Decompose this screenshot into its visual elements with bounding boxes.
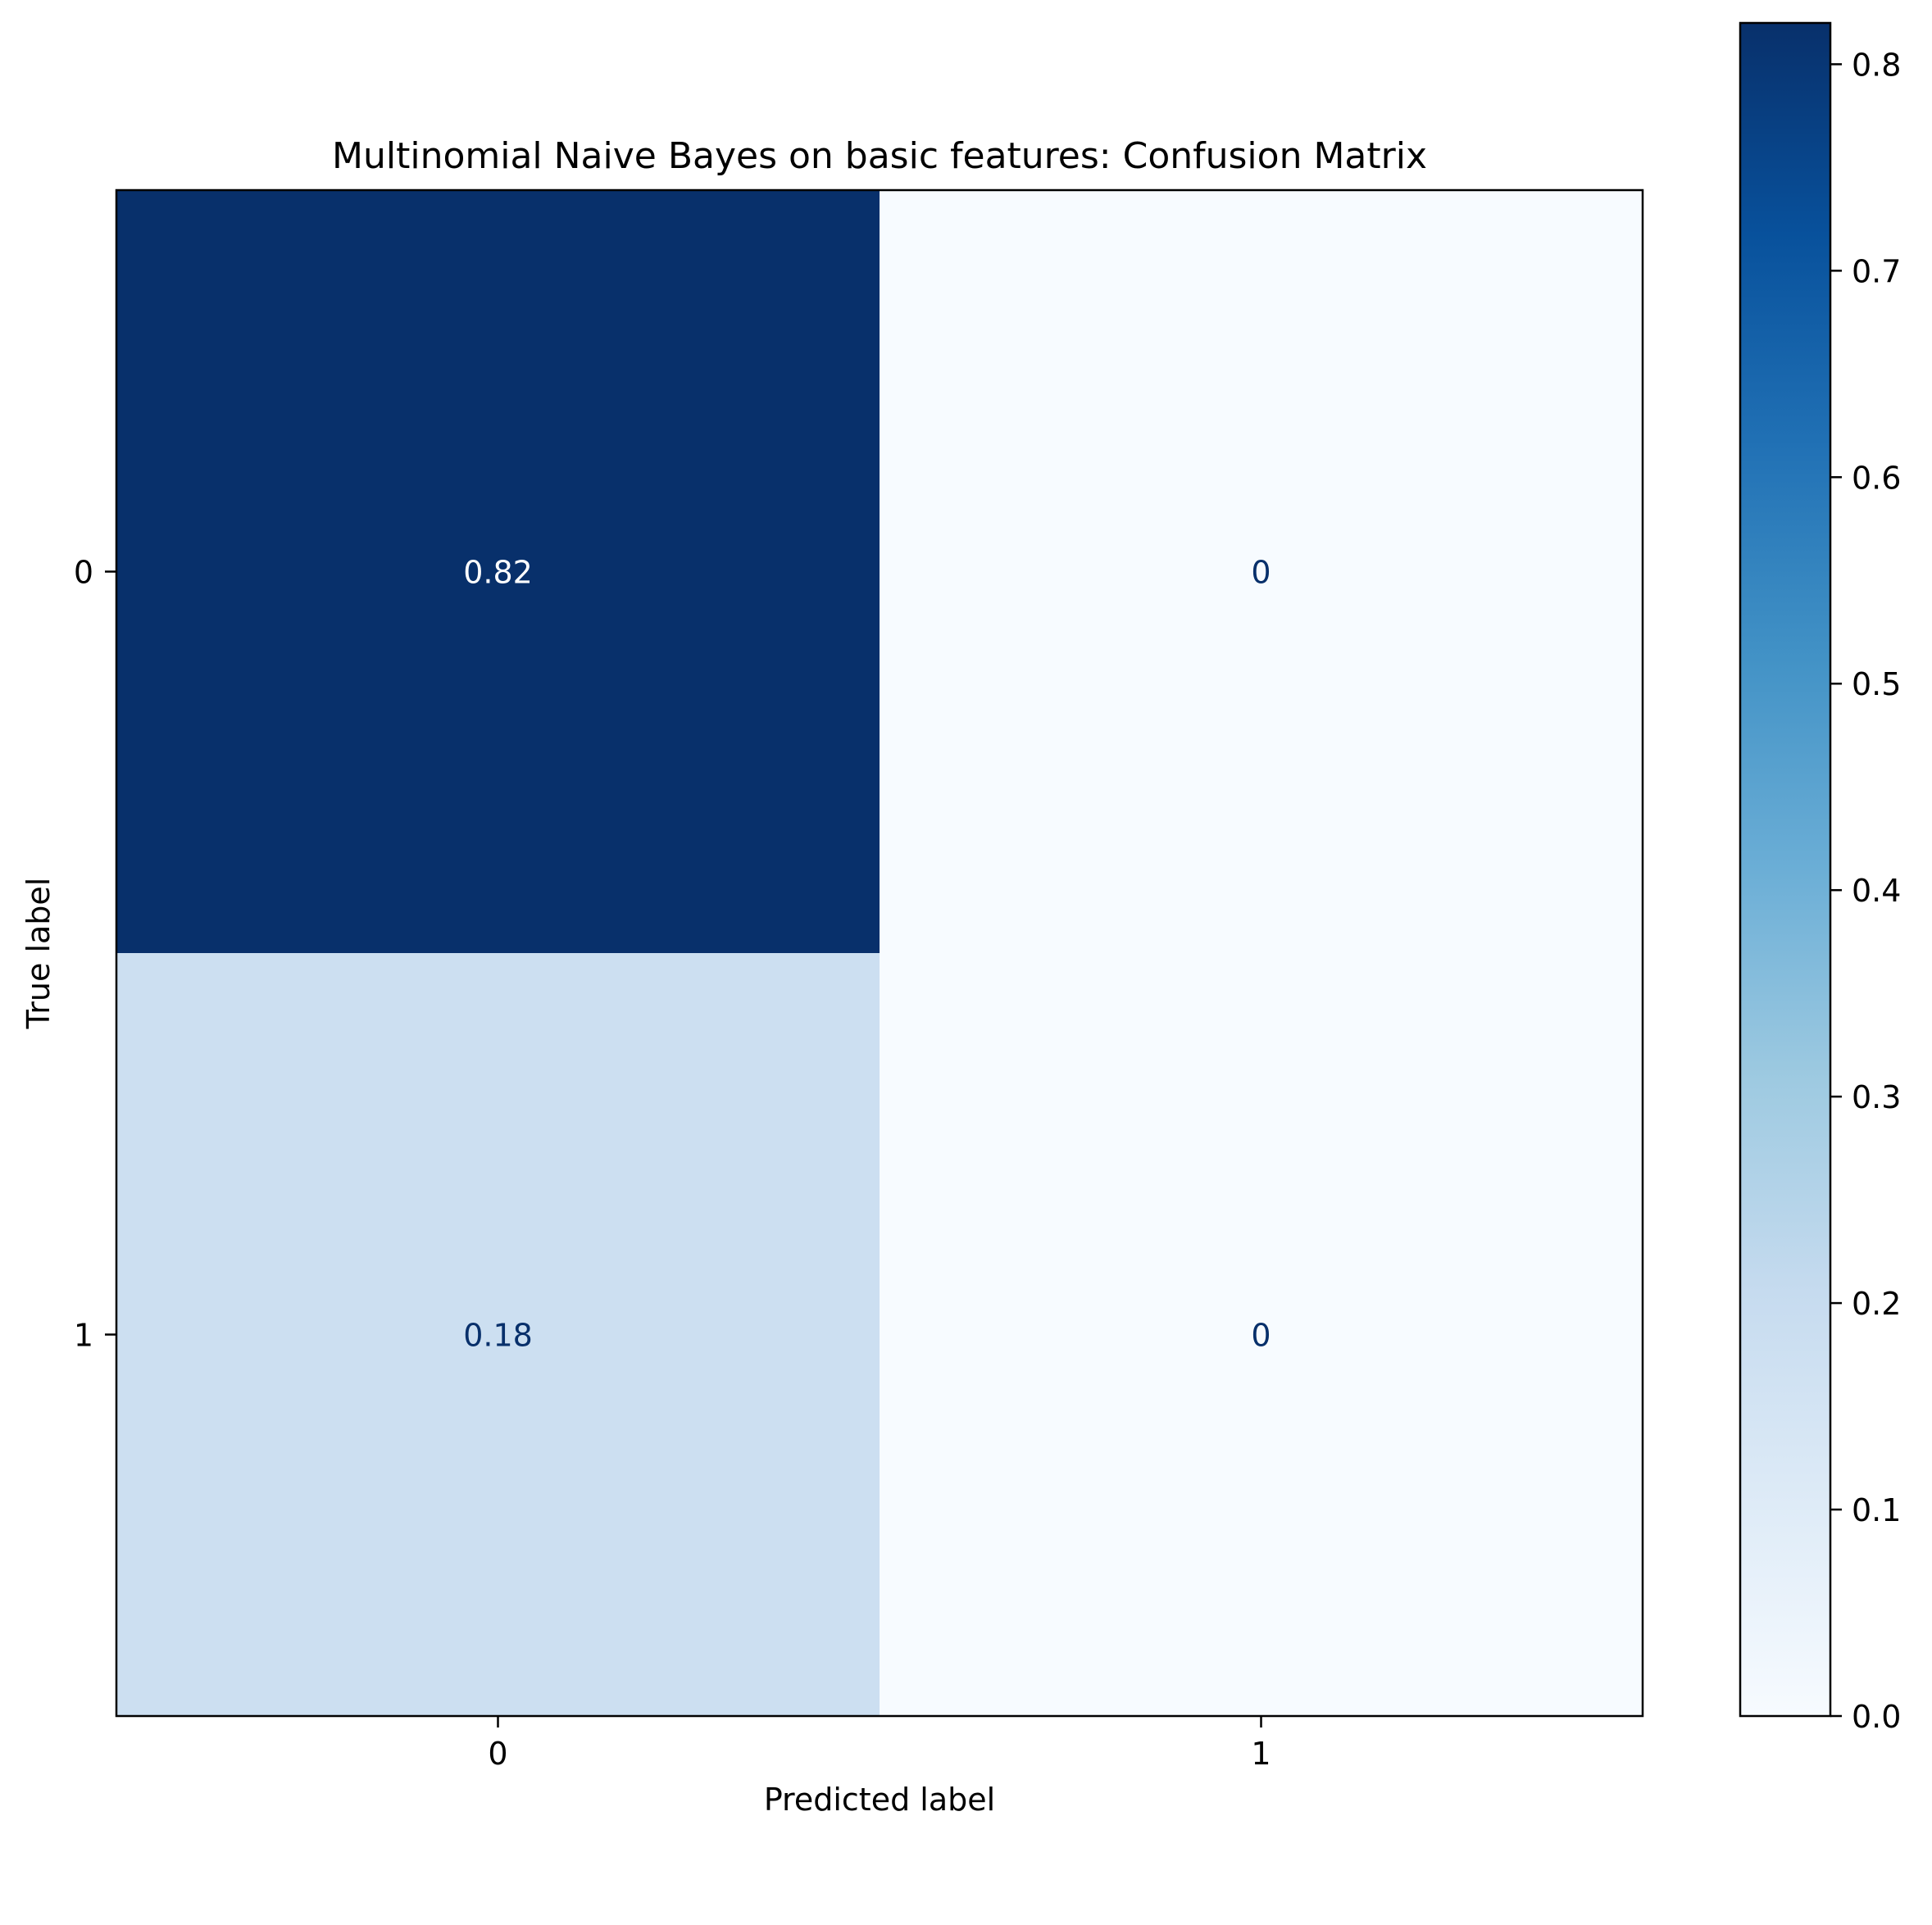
matrix-cell-r1-c0 <box>116 953 880 1717</box>
cell-value-label: 0.18 <box>463 1318 533 1354</box>
colorbar-tick-label: 0.4 <box>1852 873 1901 909</box>
chart-title: Multinomial Naive Bayes on basic feature… <box>332 135 1427 177</box>
matrix-cell-r0-c1 <box>880 190 1643 954</box>
matrix-cell-labels: 0.82 0 0.18 0 <box>463 555 1271 1354</box>
y-axis-label: True label <box>20 878 57 1030</box>
colorbar-tick-label: 0.8 <box>1852 47 1901 83</box>
cell-value-label: 0 <box>1251 555 1271 591</box>
matrix-cell-r1-c1 <box>880 953 1643 1717</box>
cell-value-label: 0.82 <box>463 555 533 591</box>
matrix-cell-r0-c0 <box>116 190 880 954</box>
y-axis-ticks: 01 <box>74 555 116 1354</box>
colorbar <box>1740 23 1830 1716</box>
cell-value-label: 0 <box>1251 1318 1271 1354</box>
y-tick-label: 1 <box>74 1318 93 1354</box>
colorbar-tick-label: 0.0 <box>1852 1699 1901 1735</box>
colorbar-tick-label: 0.1 <box>1852 1492 1901 1528</box>
x-tick-label: 0 <box>488 1736 507 1772</box>
colorbar-tick-label: 0.7 <box>1852 253 1901 289</box>
matrix-cells <box>116 190 1643 1717</box>
colorbar-frame <box>1739 21 1832 1718</box>
colorbar-tick-label: 0.2 <box>1852 1286 1901 1322</box>
colorbar-tick-label: 0.5 <box>1852 666 1901 702</box>
x-tick-label: 1 <box>1251 1736 1271 1772</box>
plot-frame <box>115 188 1644 1718</box>
colorbar-tick-label: 0.6 <box>1852 460 1901 496</box>
x-axis-label: Predicted label <box>764 1782 995 1818</box>
colorbar-tick-label: 0.3 <box>1852 1079 1901 1115</box>
colorbar-ticks: 0.0 0.1 0.2 0.3 0.4 0.5 0.6 0.7 0.8 <box>1830 47 1901 1735</box>
y-tick-label: 0 <box>74 555 93 591</box>
